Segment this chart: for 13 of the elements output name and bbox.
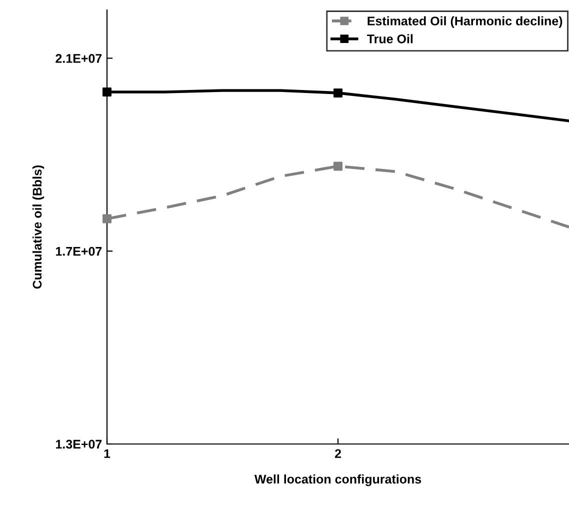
point <box>334 162 342 171</box>
point <box>102 87 112 96</box>
y-axis-title: Cumulative oil (Bbls) <box>32 165 44 289</box>
legend-label: Estimated Oil (Harmonic decline) <box>368 16 562 28</box>
x-tick-label: 2 <box>334 449 341 458</box>
y-tick-label: 1.7E+07 <box>56 246 102 256</box>
point <box>334 88 342 98</box>
point <box>102 214 112 224</box>
x-tick-label: 1 <box>104 449 110 458</box>
legend-label: True Oil <box>367 34 413 44</box>
y-tick-label: 1.3E+07 <box>56 440 102 449</box>
x-axis-title: Well location configurations <box>254 474 422 486</box>
y-tick-label: 2.1E+07 <box>56 54 102 63</box>
